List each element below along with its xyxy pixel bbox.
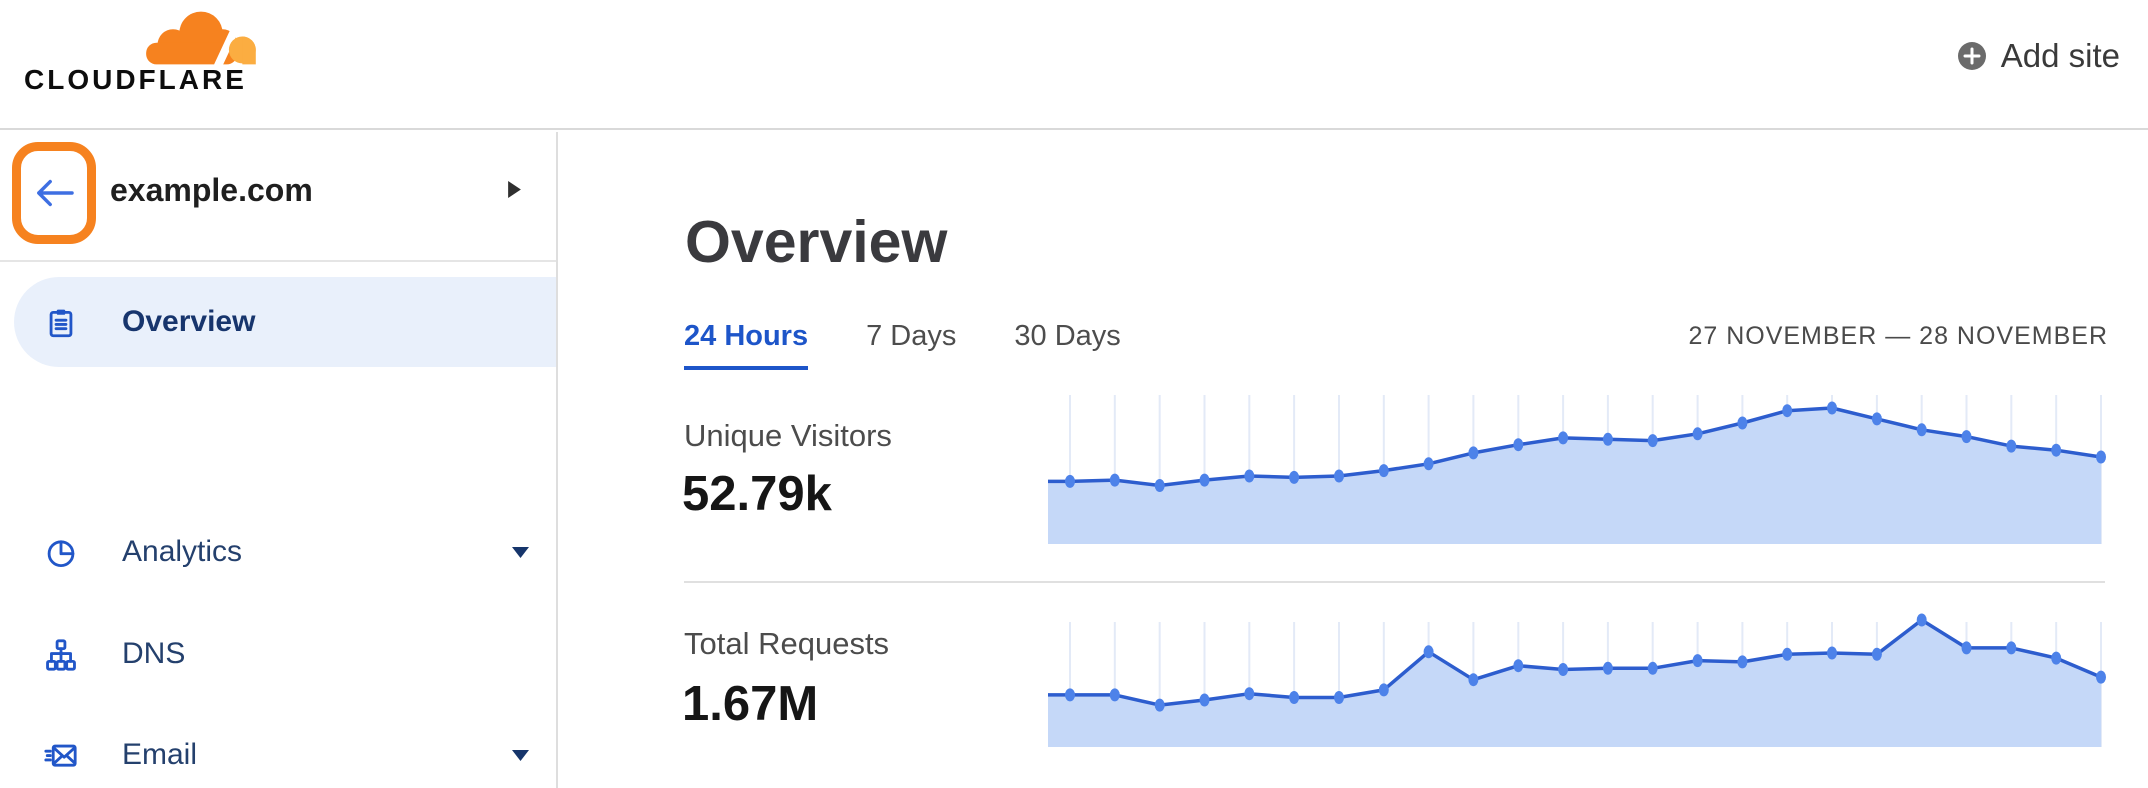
tab-7-days[interactable]: 7 Days [866, 320, 957, 352]
sidebar-item-label: DNS [122, 637, 186, 670]
cloudflare-wordmark: CLOUDFLARE [24, 64, 247, 95]
site-name: example.com [110, 172, 313, 208]
sidebar-item-label: Email [122, 738, 198, 771]
stat-value-total-requests: 1.67M [682, 677, 819, 731]
sidebar-item-overview[interactable]: Overview [0, 277, 556, 367]
add-site-label: Add site [2000, 37, 2120, 74]
clipboard-icon [44, 306, 78, 340]
caret-down-icon [512, 547, 529, 558]
sidebar-nav: Overview Analytics [0, 264, 556, 788]
sidebar-item-label: Analytics [122, 535, 243, 568]
unique-visitors-chart[interactable] [1048, 394, 2106, 544]
time-range-tabs: 24 Hours 7 Days 30 Days [684, 320, 1121, 370]
stats-divider [684, 581, 2105, 583]
caret-down-icon [512, 750, 529, 761]
sidebar: example.com Overview [0, 132, 558, 788]
main-content: Overview 24 Hours 7 Days 30 Days 27 NOVE… [560, 132, 2148, 788]
envelope-icon [44, 739, 78, 773]
cloudflare-logo[interactable]: CLOUDFLARE [24, 6, 264, 96]
stat-label-unique-visitors: Unique Visitors [684, 418, 892, 453]
back-arrow-icon [37, 179, 74, 207]
stat-value-unique-visitors: 52.79k [682, 467, 832, 521]
sidebar-item-email[interactable]: Email [0, 710, 556, 788]
page-title: Overview [685, 209, 948, 275]
total-requests-chart[interactable] [1048, 613, 2106, 747]
sidebar-item-analytics[interactable]: Analytics [0, 507, 556, 597]
sidebar-item-dns[interactable]: DNS [0, 609, 556, 699]
stat-label-total-requests: Total Requests [684, 626, 890, 661]
active-item-pill [14, 277, 556, 367]
chevron-right-icon[interactable] [508, 181, 521, 198]
sitemap-icon [44, 638, 78, 672]
tab-24-hours[interactable]: 24 Hours [684, 320, 809, 370]
top-header: CLOUDFLARE Add site [0, 0, 2148, 130]
sidebar-item-label: Overview [122, 305, 256, 338]
date-range-label: 27 NOVEMBER — 28 NOVEMBER [1688, 322, 2108, 350]
plus-circle-icon [1957, 42, 1986, 70]
back-button-highlight[interactable] [12, 142, 96, 244]
add-site-button[interactable]: Add site [1957, 34, 2120, 78]
site-switcher-row[interactable]: example.com [0, 132, 556, 262]
pie-chart-icon [44, 536, 78, 570]
tab-30-days[interactable]: 30 Days [1014, 320, 1121, 352]
cloudflare-cloud-icon [146, 11, 256, 65]
